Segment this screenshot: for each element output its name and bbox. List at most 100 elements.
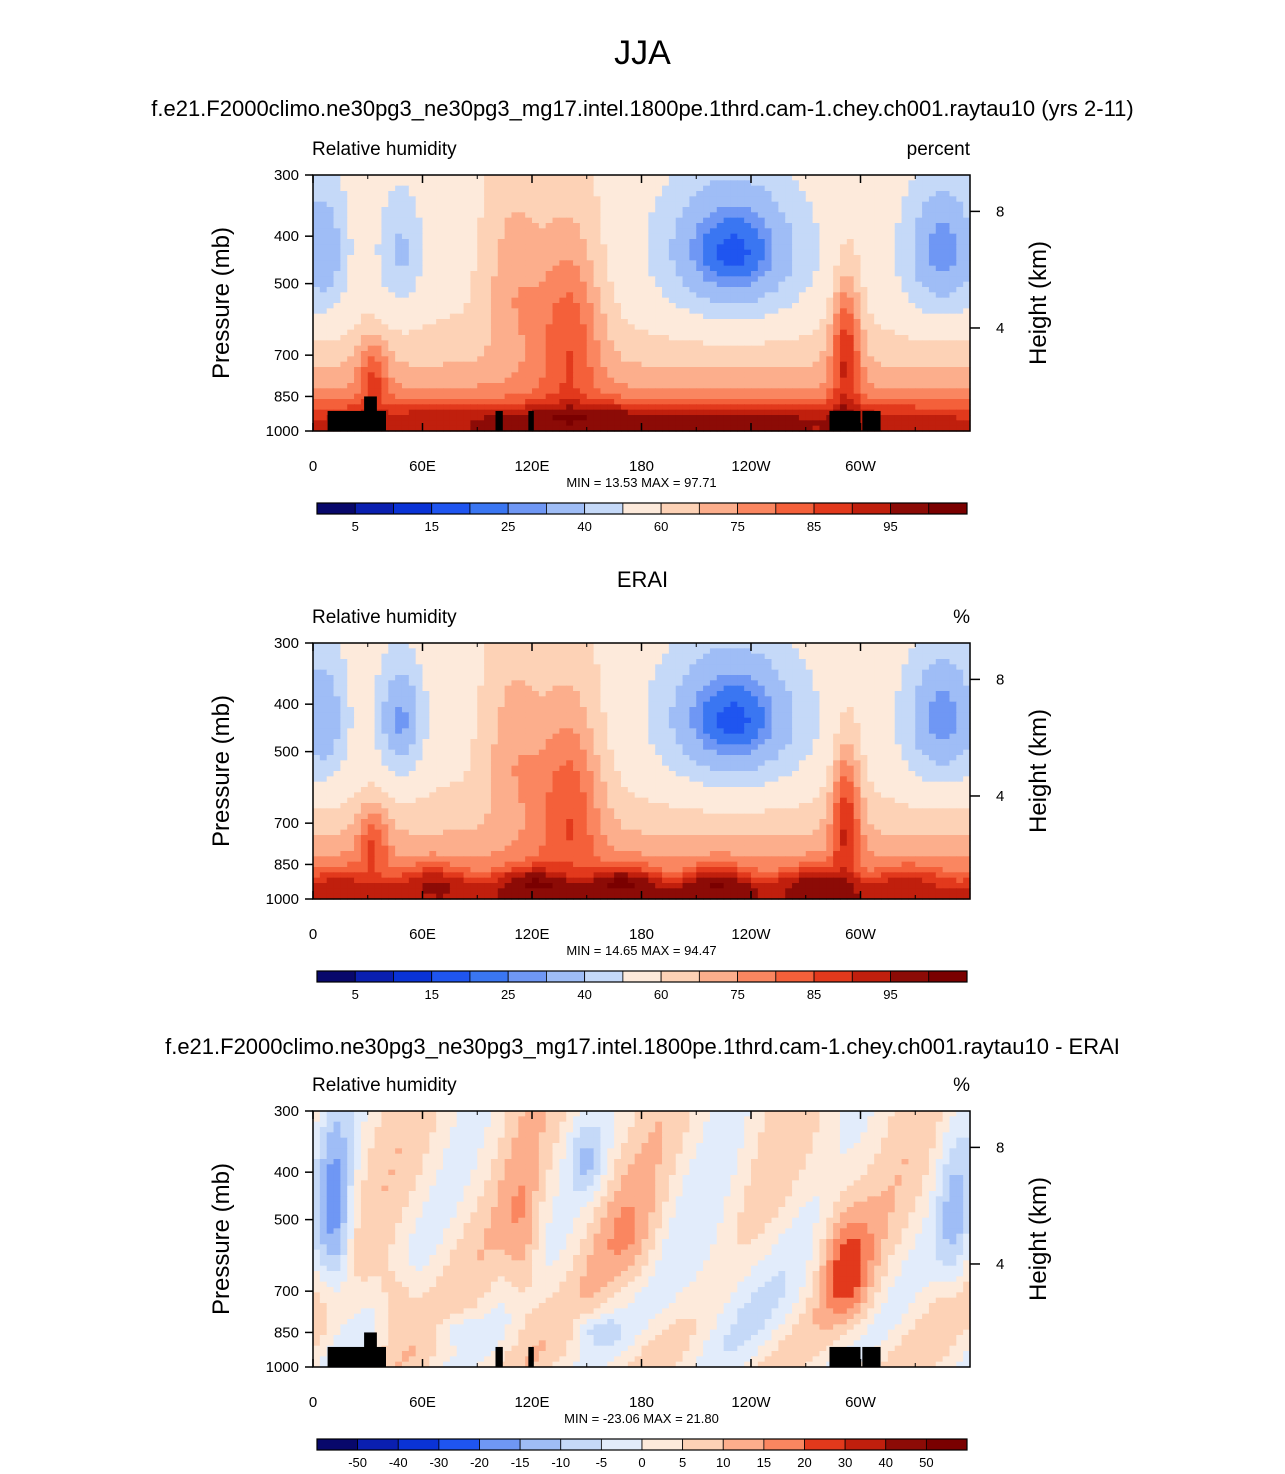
field-cell [477,425,485,432]
field-cell [429,185,437,192]
field-cell [532,287,540,293]
field-cell [751,271,759,277]
field-cell [771,393,779,400]
field-cell [340,233,348,240]
field-cell [326,260,335,267]
field-cell [860,367,868,373]
field-cell [942,308,951,315]
field-cell [771,388,779,395]
field-cell [354,361,362,368]
field-cell [463,212,471,219]
field-cell [532,233,540,240]
field-cell [949,351,957,357]
field-cell [347,648,355,655]
field-cell [538,377,547,384]
field-cell [860,212,868,219]
field-cell [956,351,964,357]
field-cell [415,233,424,240]
field-cell [887,308,896,315]
field-cell [593,415,602,421]
field-cell [381,377,389,384]
field-cell [956,191,964,197]
field-cell [525,196,533,203]
field-cell [367,233,376,240]
field-cell [730,653,738,660]
field-cell [477,308,485,315]
field-cell [655,313,663,320]
field-cell [538,329,547,336]
field-cell [901,377,909,384]
field-cell [340,239,348,245]
field-cell [751,404,759,411]
field-cell [956,276,964,283]
field-cell [436,239,444,245]
field-cell [538,265,547,272]
field-cell [785,648,793,655]
field-cell [894,643,903,649]
field-cell [593,244,602,251]
field-cell [703,367,711,373]
field-cell [593,420,602,427]
field-cell [805,409,814,416]
field-cell [470,399,478,405]
field-cell [579,276,588,283]
field-cell [915,351,923,357]
field-cell [443,648,451,655]
field-cell [470,377,478,384]
field-cell [559,388,567,395]
field-cell [751,335,759,341]
field-cell [860,648,868,655]
field-cell [881,404,889,411]
field-cell [922,308,930,315]
field-cell [607,345,615,352]
field-cell [771,255,779,261]
field-cell [703,271,711,277]
field-cell [525,377,533,384]
field-cell [449,340,458,347]
field-cell [511,255,519,261]
field-cell [730,185,738,192]
field-cell [354,351,362,357]
colorbar-box [851,502,891,515]
field-cell [963,409,971,416]
field-cell [538,643,547,649]
field-cell [778,292,786,299]
field-cell [648,415,656,421]
field-cell [374,643,383,649]
field-cell [525,367,533,373]
field-cell [313,308,321,315]
field-cell [833,329,841,336]
field-cell [867,260,875,267]
field-cell [730,399,738,405]
field-cell [627,212,636,219]
field-cell [696,409,704,416]
field-cell [627,404,636,411]
field-cell [737,643,745,649]
field-cell [785,313,793,320]
field-cell [771,260,779,267]
field-cell [853,297,862,304]
field-cell [538,372,547,379]
field-cell [833,287,841,293]
field-cell [607,393,615,400]
field-cell [360,335,369,341]
field-cell [518,648,526,655]
field-cell [668,383,677,389]
field-cell [716,313,725,320]
field-cell [757,345,766,352]
field-cell [559,329,567,336]
field-cell [860,244,868,251]
field-cell [716,292,725,299]
field-cell [367,377,376,384]
field-cell [881,185,889,192]
field-cell [716,239,725,245]
field-cell [313,249,321,256]
field-cell [422,329,430,336]
field-cell [538,276,547,283]
field-cell [415,287,424,293]
field-cell [600,393,608,400]
field-cell [764,233,773,240]
field-cell [641,313,649,320]
field-cell [422,388,430,395]
field-cell [956,303,964,309]
